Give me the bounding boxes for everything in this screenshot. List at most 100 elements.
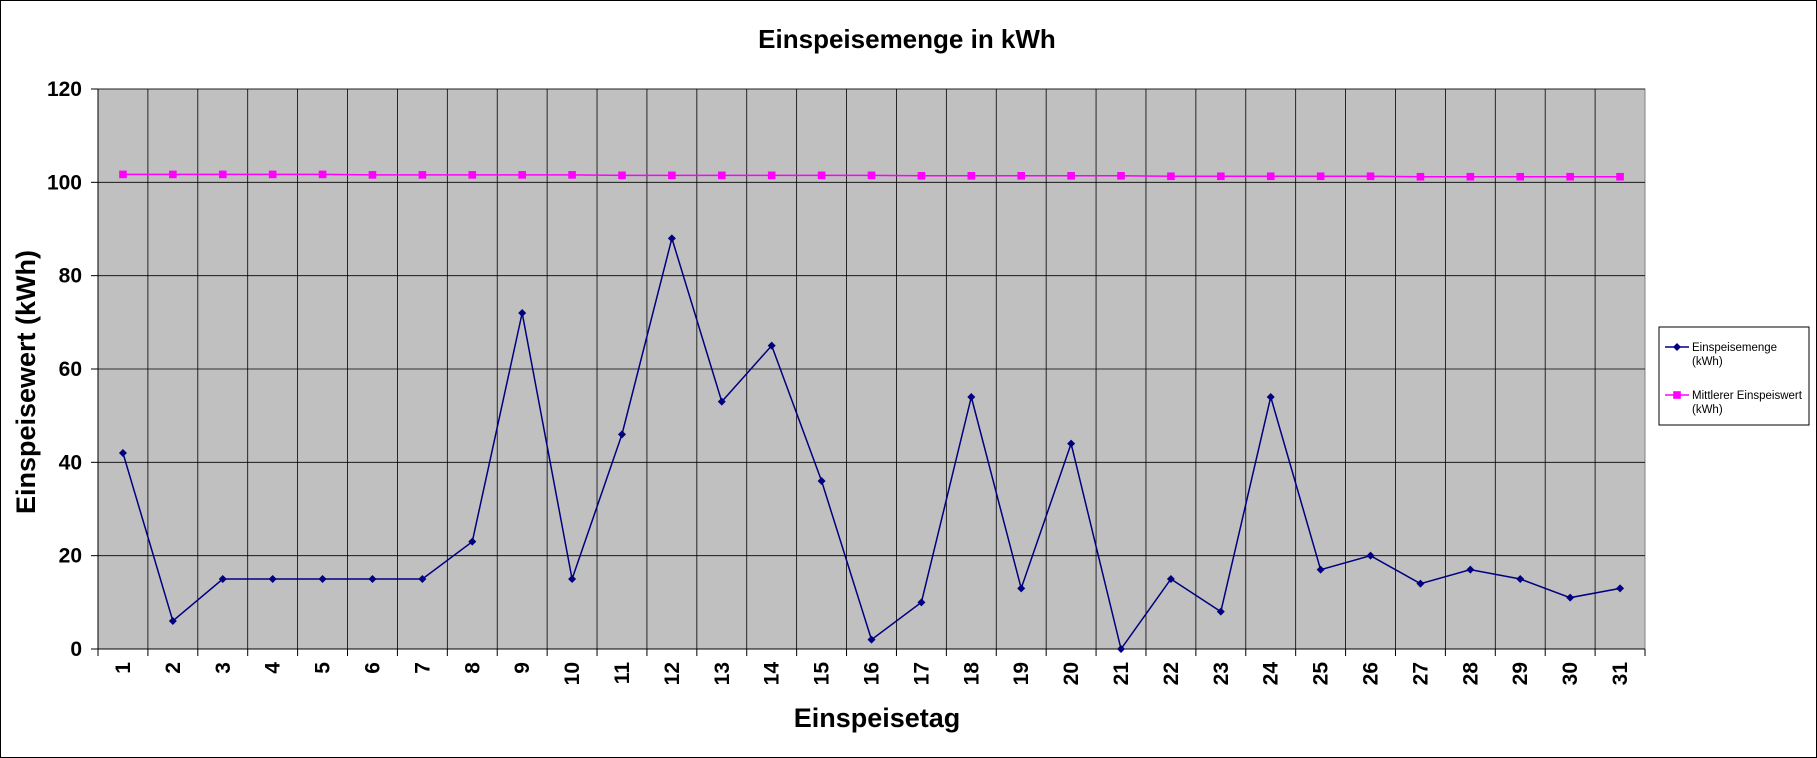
legend-label-2-line-1: Mittlerer Einspeiswert [1692, 390, 1803, 402]
x-tick-label-31: 31 [1609, 662, 1632, 686]
series-1-point-4 [268, 575, 277, 583]
legend-swatch-marker-1 [1673, 343, 1681, 351]
series-1-point-20 [1067, 439, 1076, 448]
x-tick-label-18: 18 [960, 662, 983, 686]
legend: Einspeisemenge (kWh) Mittlerer Einspeiswer… [1658, 326, 1810, 426]
series-1-point-19 [1017, 584, 1026, 593]
x-tick-label-30: 30 [1559, 662, 1582, 685]
x-tick-label-1: 1 [112, 662, 135, 674]
series-2-point-16 [867, 171, 876, 180]
series-1 [118, 234, 1625, 653]
x-tick-label-3: 3 [212, 662, 235, 674]
series-1-point-11 [617, 430, 626, 439]
x-tick-label-12: 12 [661, 662, 684, 685]
x-tick-label-24: 24 [1260, 662, 1283, 686]
chart-title: Einspeisemenge in kWh [758, 24, 1056, 54]
series-1-point-10 [568, 575, 577, 583]
series-2-point-27 [1416, 172, 1425, 181]
series-1-point-24 [1266, 393, 1275, 401]
x-tick-label-28: 28 [1459, 662, 1482, 686]
series-2-point-2 [169, 170, 177, 179]
series-1-point-31 [1616, 584, 1625, 593]
x-tick-label-19: 19 [1010, 662, 1033, 685]
series-2-point-3 [218, 170, 227, 179]
series-2-point-17 [917, 172, 926, 180]
x-tick-label-16: 16 [861, 662, 884, 685]
series-1-point-14 [767, 341, 776, 350]
y-tick-label-0: 0 [70, 638, 82, 661]
x-tick-label-4: 4 [262, 662, 285, 674]
y-tick-label-20: 20 [59, 545, 82, 568]
series-1-point-25 [1316, 565, 1325, 574]
series-1-point-8 [468, 537, 477, 546]
series-1-point-9 [518, 309, 527, 317]
x-tick-label-14: 14 [761, 662, 784, 686]
series-2-point-10 [568, 171, 576, 179]
series-2-point-18 [967, 172, 976, 180]
series-2 [119, 170, 1624, 181]
series-2-point-20 [1067, 172, 1075, 180]
series-2-point-19 [1017, 172, 1026, 180]
y-tick-label-120: 120 [47, 78, 82, 101]
series-2-point-31 [1616, 172, 1624, 181]
y-tick-label-60: 60 [59, 358, 82, 381]
series-2-point-9 [518, 171, 526, 179]
series-1-point-26 [1366, 551, 1375, 560]
x-tick-label-2: 2 [162, 662, 185, 674]
y-tick-label-80: 80 [59, 265, 82, 288]
series-2-point-12 [668, 171, 676, 180]
x-tick-label-25: 25 [1310, 662, 1333, 686]
x-tick-label-15: 15 [811, 662, 834, 686]
x-tick-label-10: 10 [561, 662, 584, 685]
x-tick-label-7: 7 [411, 662, 434, 674]
series-1-point-12 [667, 234, 676, 243]
series-2-point-22 [1167, 172, 1175, 181]
x-tick-label-21: 21 [1110, 662, 1133, 686]
series-1-point-15 [817, 477, 826, 485]
y-tick-label-40: 40 [59, 451, 82, 474]
y-axis-title: Einspeisewert (kWh) [11, 250, 41, 514]
series-2-point-24 [1266, 172, 1275, 181]
series-2-point-26 [1366, 172, 1375, 181]
series-1-point-5 [318, 575, 327, 583]
series-1-point-28 [1466, 565, 1475, 574]
x-tick-label-17: 17 [910, 662, 933, 685]
x-tick-label-23: 23 [1210, 662, 1233, 685]
legend-swatch-marker-2 [1673, 391, 1681, 399]
x-tick-label-9: 9 [511, 662, 534, 674]
series-1-point-17 [917, 598, 926, 607]
x-tick-label-29: 29 [1509, 662, 1532, 685]
series-1-point-21 [1117, 645, 1126, 653]
series-2-point-25 [1316, 172, 1325, 181]
series-1-point-13 [717, 397, 726, 406]
x-tick-label-26: 26 [1360, 662, 1383, 685]
legend-box [1658, 326, 1810, 426]
series-1-point-16 [867, 635, 876, 644]
x-tick-label-22: 22 [1160, 662, 1183, 685]
x-tick-label-6: 6 [361, 662, 384, 674]
series-2-point-11 [618, 171, 626, 180]
series-1-point-23 [1216, 607, 1225, 616]
series-layer [118, 170, 1625, 653]
series-2-point-14 [767, 171, 776, 180]
series-1-point-18 [967, 393, 976, 401]
series-2-point-8 [468, 171, 477, 179]
series-1-point-29 [1516, 575, 1525, 583]
series-2-point-7 [418, 171, 427, 179]
series-2-point-1 [119, 170, 127, 179]
series-2-point-21 [1117, 172, 1125, 180]
legend-label-1-line-2: (kWh) [1692, 356, 1723, 368]
series-2-point-29 [1516, 172, 1525, 181]
x-tick-label-20: 20 [1060, 662, 1083, 685]
series-2-point-6 [368, 171, 377, 179]
series-1-point-2 [168, 617, 177, 625]
series-2-point-28 [1466, 172, 1475, 181]
x-tick-label-27: 27 [1409, 662, 1432, 685]
legend-label-2-line-2: (kWh) [1692, 404, 1723, 416]
series-2-point-15 [817, 171, 826, 180]
series-2-point-4 [268, 170, 277, 179]
axes [91, 88, 1646, 656]
x-tick-label-8: 8 [461, 662, 484, 674]
series-1-point-6 [368, 575, 377, 583]
